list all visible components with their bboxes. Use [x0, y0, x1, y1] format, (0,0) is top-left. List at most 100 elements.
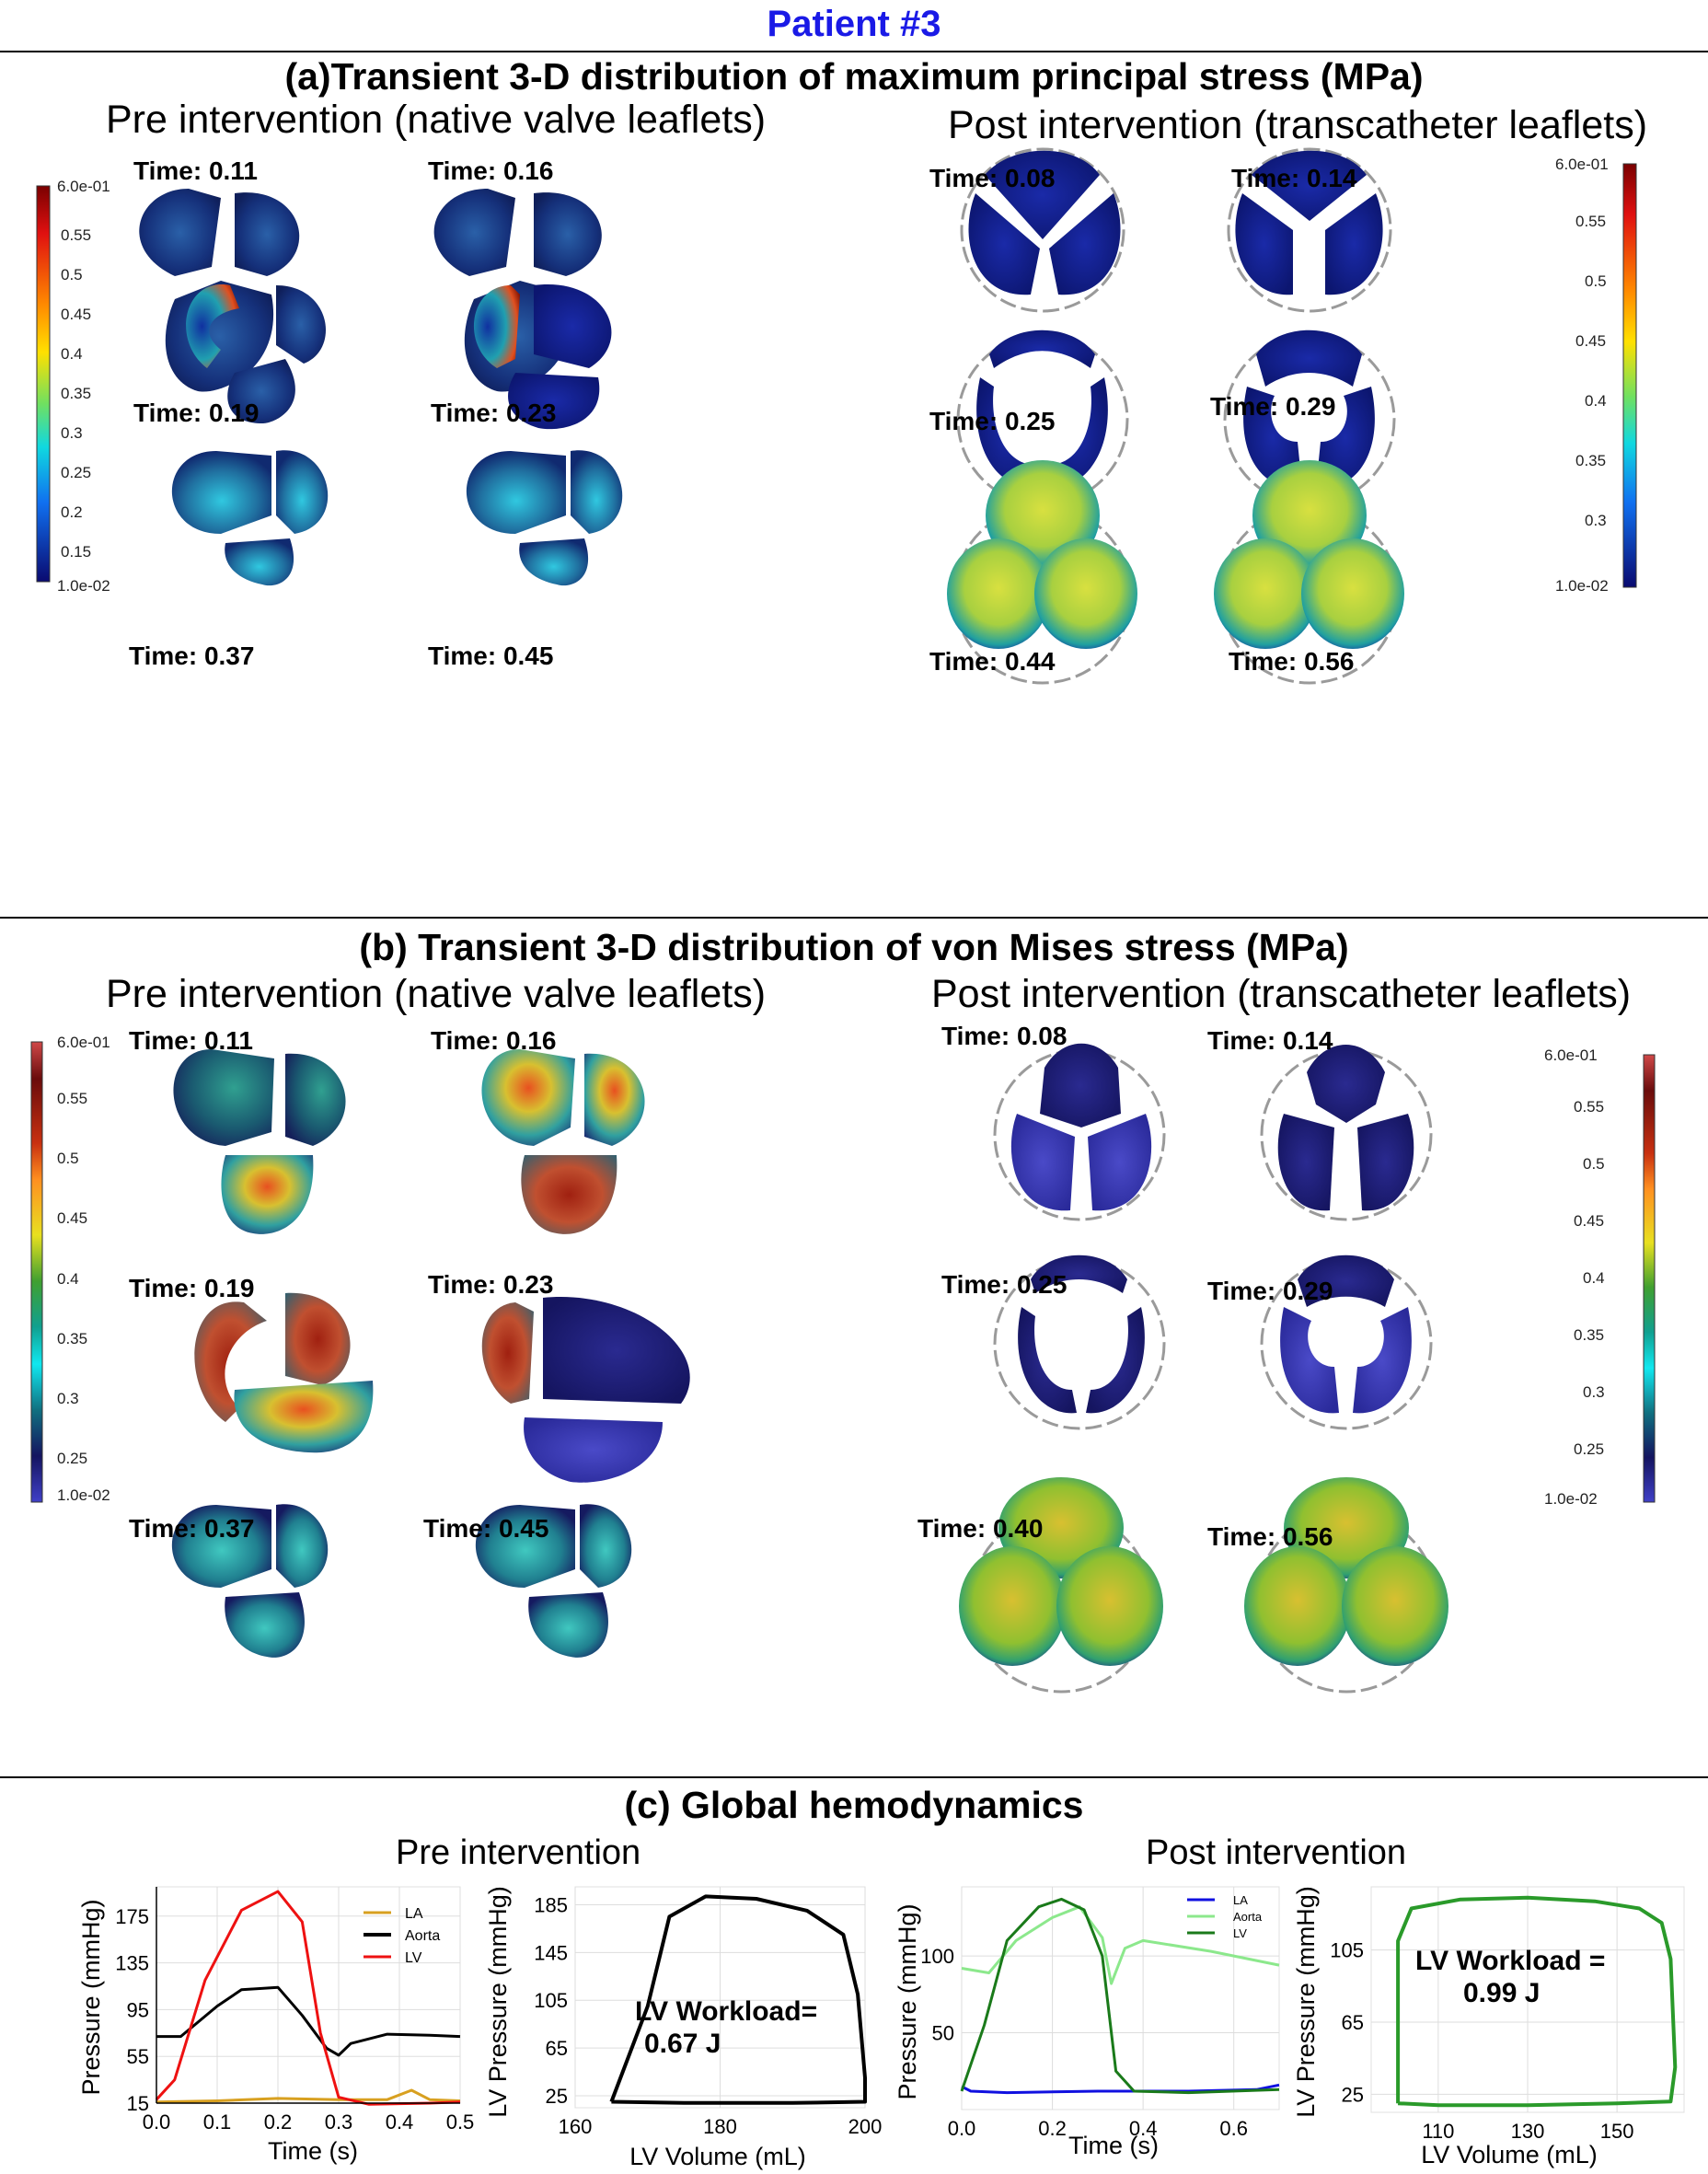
x-tick-label: 180 — [703, 2115, 737, 2138]
colorbar-a-right-max: 6.0e-01 — [1555, 156, 1609, 173]
x-tick-label: 0.1 — [203, 2110, 232, 2134]
colorbar-b-left-ticks: 0.55 0.5 0.45 0.4 0.35 0.3 0.25 — [57, 1090, 87, 1467]
y-tick-label: 100 — [920, 1945, 954, 1968]
chart-pre-pv-loop: 185 145 105 65 25 160 180 200 LV Volume (mL) L… — [484, 1886, 882, 2170]
valve-post-a-056 — [1214, 460, 1404, 685]
y-label: Pressure (mmHg) — [894, 1903, 921, 2099]
cb-tick: 0.55 — [1575, 213, 1606, 230]
valve-pre-a-037 — [171, 450, 329, 586]
cb-tick: 0.4 — [1583, 1269, 1605, 1287]
y-label: LV Pressure (mmHg) — [1292, 1886, 1320, 2118]
colorbar-a-left-ticks: 0.55 0.5 0.45 0.4 0.35 0.3 0.25 0.2 0.15 — [61, 226, 91, 561]
colorbar-b-min: 1.0e-02 — [57, 1486, 110, 1504]
x-tick-label: 0.6 — [1219, 2117, 1248, 2140]
colorbar-b-bar — [30, 1041, 43, 1503]
y-label: LV Pressure (mmHg) — [484, 1886, 512, 2118]
x-tick-label: 130 — [1511, 2120, 1545, 2143]
time-label: Time: 0.56 — [1207, 1522, 1333, 1551]
cb-tick: 0.35 — [1575, 452, 1606, 469]
colorbar-b-right-min: 1.0e-02 — [1544, 1490, 1598, 1508]
valve-post-b-029 — [1260, 1255, 1433, 1430]
y-ticks: 105 65 25 — [1330, 1939, 1364, 2107]
valve-pre-a-019 — [186, 284, 326, 423]
colorbar-a-right-bar — [1622, 163, 1637, 588]
x-tick-label: 0.4 — [1129, 2117, 1158, 2140]
legend-la: LA — [1233, 1893, 1248, 1907]
colorbar-b-max: 6.0e-01 — [57, 1034, 110, 1051]
x-tick-label: 160 — [559, 2115, 593, 2138]
legend-lv: LV — [1233, 1926, 1247, 1940]
cb-tick: 0.55 — [61, 226, 91, 244]
valve-post-b-056 — [1244, 1477, 1448, 1694]
valve-pre-b-011 — [173, 1049, 346, 1234]
cb-tick: 0.4 — [57, 1270, 79, 1288]
legend: LA Aorta LV — [1187, 1893, 1263, 1940]
y-tick-label: 145 — [534, 1941, 568, 1964]
plot-area — [156, 1886, 461, 2104]
patient-title: Patient #3 — [767, 4, 941, 44]
legend-aorta: Aorta — [405, 1928, 440, 1944]
x-tick-label: 0.2 — [264, 2110, 293, 2134]
section-c-charts: 175 135 95 55 15 0.0 0.1 0.2 0.3 0.4 0.5 Time (s)… — [77, 1886, 1685, 2170]
x-tick-label: 0.0 — [948, 2117, 976, 2140]
time-label: Time: 0.37 — [129, 1514, 255, 1543]
x-ticks: 110 130 150 — [1422, 2120, 1633, 2143]
y-tick-label: 50 — [932, 2022, 954, 2045]
grid — [574, 1887, 866, 2108]
y-ticks: 185 145 105 65 25 — [534, 1893, 568, 2108]
series-line-lv — [155, 1890, 461, 2106]
cb-tick: 0.35 — [57, 1330, 87, 1347]
y-tick-label: 105 — [1330, 1939, 1364, 1962]
valve-pre-a-023 — [473, 284, 612, 430]
section-a-panel: 6.0e-01 1.0e-02 0.55 0.5 0.45 0.4 0.35 0… — [36, 147, 1637, 685]
y-tick-label: 135 — [115, 1952, 149, 1975]
time-label: Time: 0.08 — [941, 1022, 1068, 1050]
time-label: Time: 0.16 — [428, 156, 554, 185]
colorbar-a-right-min: 1.0e-02 — [1555, 577, 1609, 595]
x-tick-label: 150 — [1600, 2120, 1634, 2143]
section-c-title: (c) Global hemodynamics — [624, 1784, 1084, 1826]
cb-tick: 0.4 — [61, 345, 83, 363]
time-label: Time: 0.23 — [431, 399, 557, 427]
cb-tick: 0.35 — [61, 385, 91, 402]
x-tick-label: 110 — [1422, 2120, 1454, 2143]
section-b-panel: 6.0e-01 1.0e-02 0.55 0.5 0.45 0.4 0.35 0… — [30, 1034, 1656, 1694]
chart-post-pressure: 100 50 0.0 0.2 0.4 0.6 Time (s) Pressure (mm… — [894, 1886, 1280, 2159]
legend-la: LA — [405, 1906, 423, 1922]
series-group — [155, 1890, 461, 2106]
valve-pre-b-023 — [481, 1297, 690, 1483]
cb-tick: 0.5 — [1585, 272, 1607, 290]
y-tick-label: 105 — [534, 1989, 568, 2012]
chart-post-pv-loop: 105 65 25 110 130 150 LV Volume (mL) LV Pres… — [1292, 1886, 1685, 2168]
section-a-title: (a)Transient 3-D distribution of maximum… — [284, 55, 1424, 98]
time-label: Time: 0.19 — [129, 1274, 255, 1302]
y-tick-label: 15 — [127, 2092, 149, 2115]
cb-tick: 0.45 — [1574, 1212, 1604, 1230]
colorbar-a-min: 1.0e-02 — [57, 577, 110, 595]
workload-label: LV Workload = — [1415, 1946, 1605, 1976]
colorbar-a-bar — [36, 185, 51, 583]
time-label: Time: 0.45 — [428, 642, 554, 670]
time-label: Time: 0.14 — [1231, 164, 1357, 192]
cb-tick: 0.55 — [57, 1090, 87, 1107]
cb-tick: 0.25 — [61, 464, 91, 481]
x-tick-label: 0.0 — [143, 2110, 171, 2134]
y-ticks: 175 135 95 55 15 — [115, 1905, 149, 2115]
y-tick-label: 65 — [546, 2037, 568, 2060]
time-label: Time: 0.25 — [929, 407, 1056, 435]
x-tick-label: 0.2 — [1038, 2117, 1067, 2140]
x-tick-label: 0.5 — [446, 2110, 475, 2134]
time-label: Time: 0.37 — [129, 642, 255, 670]
series-group — [609, 1894, 867, 2105]
y-tick-label: 65 — [1342, 2011, 1364, 2034]
time-label: Time: 0.23 — [428, 1270, 554, 1299]
series-line-aorta — [156, 1985, 461, 2057]
valve-pre-a-045 — [466, 450, 623, 586]
x-ticks: 0.0 0.2 0.4 0.6 — [948, 2117, 1248, 2140]
workload-value: 0.99 J — [1463, 1978, 1540, 2008]
cb-tick: 0.3 — [1585, 512, 1607, 529]
x-ticks: 160 180 200 — [559, 2115, 883, 2138]
cb-tick: 0.5 — [57, 1150, 79, 1167]
chart-pre-pressure: 175 135 95 55 15 0.0 0.1 0.2 0.3 0.4 0.5 Time (s)… — [77, 1886, 475, 2165]
series-line-loop — [609, 1894, 867, 2105]
